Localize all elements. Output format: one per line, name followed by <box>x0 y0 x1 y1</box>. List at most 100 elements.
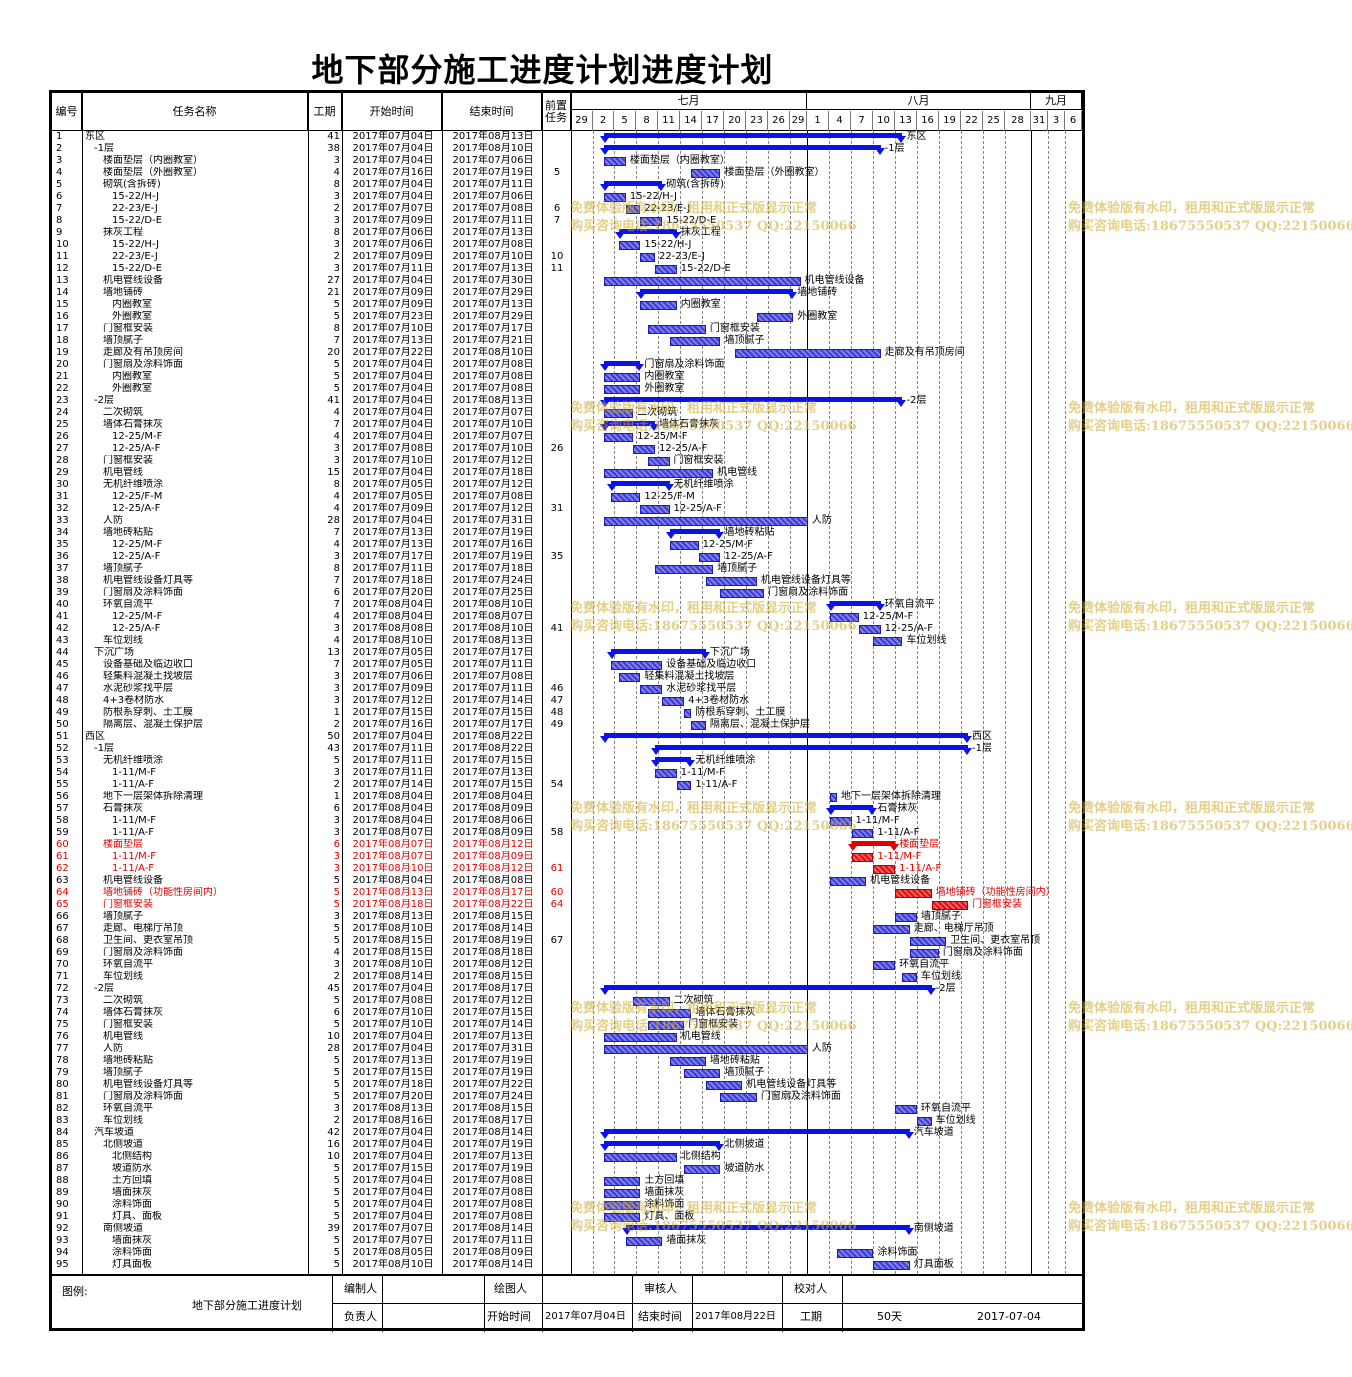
task-duration: 8 <box>333 323 340 334</box>
watermark-text: 免费体验版有水印，租用和正式版显示正常 <box>1068 1001 1316 1016</box>
task-id: 70 <box>56 959 69 970</box>
task-end: 2017年08月14日 <box>452 923 534 934</box>
task-end: 2017年08月10日 <box>452 143 534 154</box>
table-row: 12 15-22/D-E 3 2017年07月11日 2017年07月13日 11 <box>52 263 571 275</box>
grid-line <box>917 131 918 1274</box>
task-pred <box>544 839 570 851</box>
bar-label: 下沉广场 <box>709 647 750 658</box>
task-pred <box>544 959 570 971</box>
task-bar <box>829 817 852 826</box>
bar-label: 砌筑(含拆砖) <box>666 179 725 190</box>
task-id: 29 <box>56 467 69 478</box>
watermark-text: 购买咨询电话:18675550537 QQ:22150066 <box>570 819 857 834</box>
table-row: 76 机电管线 10 2017年07月04日 2017年07月13日 <box>52 1031 571 1043</box>
task-name: 楼面垫层（外圈教室） <box>103 167 203 178</box>
grid-line <box>807 131 808 1274</box>
task-name: 机电管线 <box>103 467 143 478</box>
task-duration: 5 <box>333 899 340 910</box>
task-bar <box>895 913 918 922</box>
task-start: 2017年08月13日 <box>352 887 434 898</box>
watermark-text: 购买咨询电话:18675550537 QQ:22150066 <box>1068 419 1352 434</box>
day-label: 14 <box>680 111 702 131</box>
task-bar <box>720 1093 757 1102</box>
bar-label: 1-11/M-F <box>877 851 922 862</box>
task-end: 2017年07月19日 <box>452 1163 534 1174</box>
bar-label: 车位划线 <box>935 1115 976 1126</box>
task-start: 2017年07月04日 <box>352 179 434 190</box>
task-pred <box>544 767 570 779</box>
summary-bar <box>640 289 794 294</box>
task-start: 2017年08月10日 <box>352 635 434 646</box>
table-row: 82 环氧自流平 3 2017年08月13日 2017年08月15日 <box>52 1103 571 1115</box>
task-duration: 5 <box>333 1247 340 1258</box>
task-id: 26 <box>56 431 69 442</box>
task-duration: 4 <box>333 503 340 514</box>
bar-label: 1-11/M-F <box>855 815 900 826</box>
task-end: 2017年07月08日 <box>452 383 534 394</box>
table-header: 编号 任务名称 工期 开始时间 结束时间 前置任务 七月 八月 九月 29 2 5 8 11 1… <box>52 93 1082 131</box>
task-name: 二次砌筑 <box>103 995 143 1006</box>
bar-label: 机电管线 <box>717 467 758 478</box>
task-bar <box>705 1081 743 1090</box>
task-bar <box>604 1033 677 1042</box>
task-duration: 5 <box>333 311 340 322</box>
task-start: 2017年07月04日 <box>352 431 434 442</box>
table-row: 33 人防 28 2017年07月04日 2017年07月31日 <box>52 515 571 527</box>
task-end: 2017年07月19日 <box>452 551 534 562</box>
task-end: 2017年07月11日 <box>452 683 534 694</box>
task-start: 2017年07月04日 <box>352 395 434 406</box>
task-end: 2017年08月13日 <box>452 131 534 142</box>
start-value: 2017年07月04日 <box>545 1311 626 1322</box>
task-start: 2017年07月04日 <box>352 515 434 526</box>
task-name: 水泥砂浆找平层 <box>103 683 173 694</box>
task-duration: 3 <box>333 623 340 634</box>
task-start: 2017年07月04日 <box>352 191 434 202</box>
task-end: 2017年07月13日 <box>452 767 534 778</box>
gantt-chart: 东区 -1层 楼面垫层（内圈教室） 楼面垫层（外圈教室） 砌筑(含拆砖) 15-22/H-… <box>571 131 1082 1274</box>
task-end: 2017年07月06日 <box>452 155 534 166</box>
table-row: 91 灯具、面板 5 2017年07月04日 2017年07月08日 <box>52 1211 571 1223</box>
summary-start-marker <box>621 1228 632 1235</box>
task-name: 二次砌筑 <box>103 407 143 418</box>
grid-line <box>658 131 659 1274</box>
task-id: 83 <box>56 1115 69 1126</box>
watermark-text: 免费体验版有水印，租用和正式版显示正常 <box>570 401 818 416</box>
task-pred <box>544 287 570 299</box>
grid-line <box>983 131 984 1274</box>
task-bar <box>669 1057 706 1066</box>
day-label: 31 <box>1031 111 1048 131</box>
task-bar <box>698 553 721 562</box>
task-bar <box>604 1153 677 1162</box>
task-duration: 5 <box>333 1055 340 1066</box>
task-id: 82 <box>56 1103 69 1114</box>
grid-line <box>790 131 791 1274</box>
table-row: 48 4+3卷材防水 3 2017年07月12日 2017年07月14日 47 <box>52 695 571 707</box>
task-pred <box>544 491 570 503</box>
task-duration: 7 <box>333 659 340 670</box>
table-row: 10 15-22/H-J 3 2017年07月06日 2017年07月08日 <box>52 239 571 251</box>
task-start: 2017年07月04日 <box>352 1139 434 1150</box>
task-bar <box>618 241 641 250</box>
task-id: 32 <box>56 503 69 514</box>
task-id: 43 <box>56 635 69 646</box>
task-start: 2017年08月18日 <box>352 899 434 910</box>
table-row: 3 楼面垫层（内圈教室） 3 2017年07月04日 2017年07月06日 <box>52 155 571 167</box>
task-pred <box>544 1259 570 1271</box>
task-bar <box>633 445 655 454</box>
task-duration: 5 <box>333 299 340 310</box>
task-pred: 5 <box>553 167 561 178</box>
table-row: 40 环氧自流平 7 2017年08月04日 2017年08月10日 <box>52 599 571 611</box>
bar-label: -1层 <box>972 743 992 754</box>
grid-line <box>636 131 637 1274</box>
task-duration: 10 <box>327 1151 340 1162</box>
task-bar <box>604 1189 641 1198</box>
task-duration: 4 <box>333 635 340 646</box>
legend-label: 图例: <box>62 1285 88 1298</box>
task-pred <box>544 395 570 407</box>
grid-line <box>851 131 852 1274</box>
summary-end-marker <box>670 232 681 239</box>
task-start: 2017年07月06日 <box>352 239 434 250</box>
task-duration: 8 <box>333 479 340 490</box>
task-start: 2017年08月08日 <box>352 623 434 634</box>
task-end: 2017年07月30日 <box>452 275 534 286</box>
